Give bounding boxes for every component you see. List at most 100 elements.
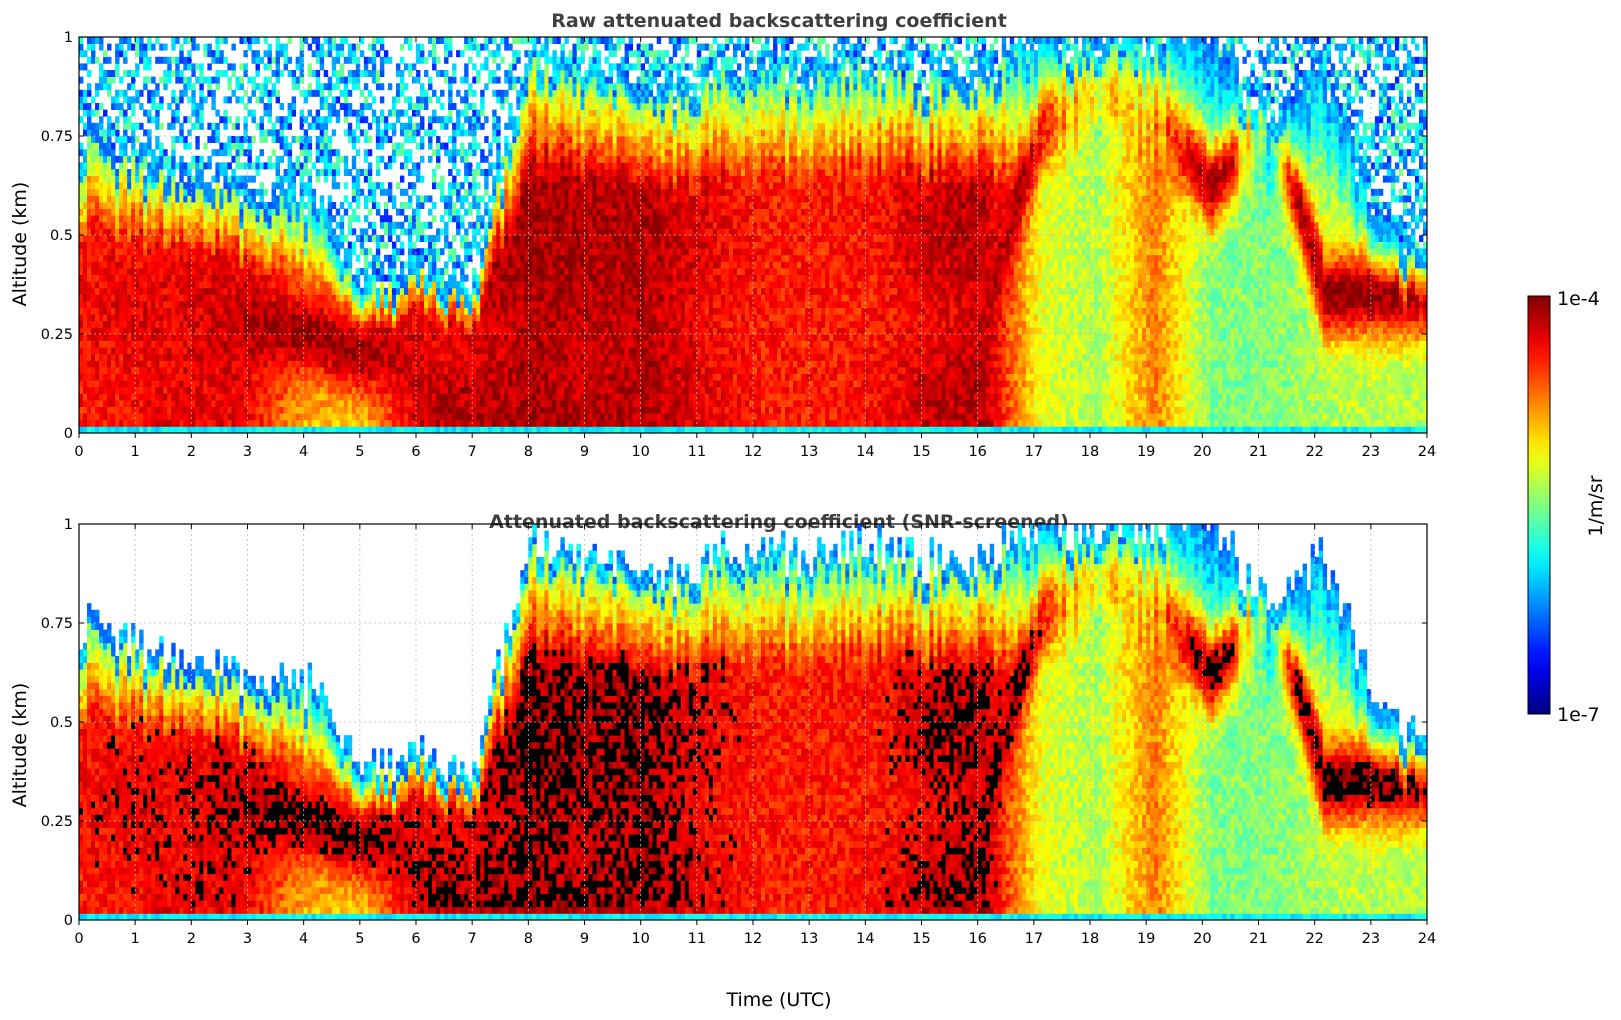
heatmap-cell — [199, 123, 203, 130]
heatmap-cell — [432, 393, 436, 400]
heatmap-cell — [95, 367, 99, 374]
heatmap-cell — [99, 294, 103, 301]
heatmap-cell — [400, 354, 404, 361]
heatmap-cell — [235, 360, 239, 367]
heatmap-cell — [203, 413, 207, 420]
heatmap-cell — [111, 96, 115, 103]
heatmap-cell — [183, 202, 187, 209]
heatmap-cell — [364, 83, 368, 90]
heatmap-cell — [235, 228, 239, 235]
heatmap-cell — [484, 380, 488, 387]
heatmap-cell — [115, 50, 119, 57]
heatmap-cell — [420, 301, 424, 308]
heatmap-cell — [432, 426, 436, 433]
heatmap-cell — [492, 202, 496, 209]
heatmap-cell — [328, 44, 332, 51]
heatmap-cell — [119, 400, 123, 407]
heatmap-cell — [215, 182, 219, 189]
heatmap-cell — [107, 360, 111, 367]
heatmap-cell — [95, 255, 99, 262]
heatmap-cell — [87, 360, 91, 367]
heatmap-cell — [288, 195, 292, 202]
heatmap-cell — [99, 374, 103, 381]
heatmap-cell — [159, 275, 163, 282]
heatmap-cell — [227, 176, 231, 183]
heatmap-cell — [488, 149, 492, 156]
heatmap-cell — [191, 123, 195, 130]
heatmap-cell — [167, 413, 171, 420]
heatmap-cell — [488, 367, 492, 374]
heatmap-cell — [151, 189, 155, 196]
heatmap-cell — [215, 407, 219, 414]
heatmap-cell — [199, 222, 203, 229]
heatmap-cell — [424, 354, 428, 361]
heatmap-cell — [199, 327, 203, 334]
heatmap-cell — [235, 407, 239, 414]
heatmap-cell — [488, 261, 492, 268]
heatmap-cell — [260, 189, 264, 196]
heatmap-cell — [211, 235, 215, 242]
heatmap-cell — [119, 334, 123, 341]
heatmap-cell — [115, 242, 119, 249]
heatmap-cell — [195, 143, 199, 150]
heatmap-cell — [155, 182, 159, 189]
heatmap-cell — [404, 347, 408, 354]
heatmap-cell — [336, 248, 340, 255]
heatmap-cell — [288, 228, 292, 235]
heatmap-cell — [191, 354, 195, 361]
heatmap-cell — [87, 387, 91, 394]
heatmap-cell — [404, 129, 408, 136]
heatmap-cell — [243, 413, 247, 420]
heatmap-cell — [476, 327, 480, 334]
heatmap-cell — [436, 182, 440, 189]
heatmap-cell — [171, 255, 175, 262]
heatmap-cell — [348, 255, 352, 262]
heatmap-cell — [159, 420, 163, 427]
heatmap-cell — [288, 327, 292, 334]
heatmap-cell — [428, 255, 432, 262]
heatmap-cell — [308, 228, 312, 235]
heatmap-cell — [332, 129, 336, 136]
heatmap-cell — [95, 195, 99, 202]
heatmap-cell — [143, 413, 147, 420]
heatmap-cell — [280, 242, 284, 249]
heatmap-cell — [272, 123, 276, 130]
heatmap-cell — [231, 215, 235, 222]
heatmap-cell — [360, 301, 364, 308]
heatmap-cell — [187, 393, 191, 400]
heatmap-cell — [175, 116, 179, 123]
heatmap-cell — [408, 248, 412, 255]
heatmap-cell — [348, 222, 352, 229]
heatmap-cell — [195, 261, 199, 268]
heatmap-cell — [272, 387, 276, 394]
heatmap-cell — [195, 367, 199, 374]
heatmap-cell — [103, 261, 107, 268]
heatmap-cell — [248, 327, 252, 334]
heatmap-cell — [87, 37, 91, 44]
heatmap-cell — [91, 367, 95, 374]
heatmap-cell — [183, 268, 187, 275]
heatmap-cell — [252, 261, 256, 268]
heatmap-cell — [496, 149, 500, 156]
heatmap-cell — [107, 57, 111, 64]
heatmap-cell — [404, 275, 408, 282]
heatmap-cell — [87, 321, 91, 328]
heatmap-cell — [123, 347, 127, 354]
heatmap-cell — [167, 347, 171, 354]
heatmap-cell — [211, 327, 215, 334]
heatmap-cell — [348, 268, 352, 275]
heatmap-cell — [432, 116, 436, 123]
heatmap-cell — [159, 407, 163, 414]
heatmap-cell — [159, 195, 163, 202]
heatmap-cell — [79, 380, 83, 387]
heatmap-cell — [464, 407, 468, 414]
heatmap-cell — [492, 268, 496, 275]
heatmap-cell — [199, 189, 203, 196]
heatmap-cell — [416, 426, 420, 433]
heatmap-cell — [284, 268, 288, 275]
heatmap-cell — [316, 156, 320, 163]
heatmap-cell — [408, 37, 412, 44]
heatmap-cell — [83, 374, 87, 381]
heatmap-cell — [147, 37, 151, 44]
heatmap-cell — [280, 367, 284, 374]
